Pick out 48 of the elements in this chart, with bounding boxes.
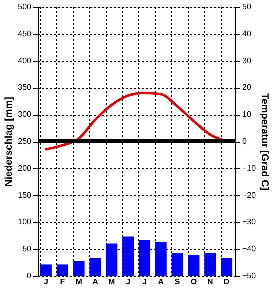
x-tick-label: F <box>60 278 66 286</box>
y-tick-label: 0 <box>27 272 32 280</box>
bar <box>221 258 233 276</box>
x-tick-label: O <box>190 278 198 286</box>
x-tick-label: S <box>174 278 181 286</box>
x-tick-label: D <box>224 278 230 286</box>
x-tick-label: M <box>76 278 83 286</box>
y2-tick-label: 40 <box>242 29 252 38</box>
bar <box>122 236 134 276</box>
bar <box>138 240 150 276</box>
bar <box>106 244 118 276</box>
y-axis-title: Niederschlag [mm] <box>4 96 16 188</box>
bar <box>90 258 102 276</box>
y-tick-label: 150 <box>18 190 32 200</box>
x-tick-label: A <box>92 278 99 286</box>
y2-tick-label: 50 <box>242 2 252 12</box>
y-tick-label: 400 <box>18 56 32 66</box>
y2-tick-label: 30 <box>242 56 252 66</box>
y2-tick-label: −40 <box>242 244 257 254</box>
y2-tick-label: −50 <box>242 272 257 280</box>
y-tick-label: 500 <box>18 2 32 12</box>
bar <box>188 255 200 276</box>
bar <box>204 253 216 276</box>
y2-tick-label: 20 <box>242 83 252 92</box>
y2-tick-label: −30 <box>242 218 257 227</box>
y-tick-label: 250 <box>18 137 32 146</box>
y2-tick-label: −10 <box>242 164 257 173</box>
x-tick-label: J <box>44 278 48 286</box>
y-tick-label: 50 <box>22 244 32 254</box>
bar <box>172 253 184 276</box>
y-tick-label: 350 <box>18 83 32 92</box>
x-tick-label: M <box>108 278 116 286</box>
y-tick-label: 200 <box>18 164 32 173</box>
x-tick-label: J <box>142 278 147 286</box>
bar <box>40 264 52 276</box>
y2-tick-label: 0 <box>242 137 248 146</box>
y-tick-label: 300 <box>18 110 32 120</box>
x-tick-label: N <box>207 278 214 286</box>
y2-tick-label: −20 <box>242 190 257 200</box>
x-tick-label: J <box>126 278 131 286</box>
bar <box>56 264 68 276</box>
y-tick-label: 450 <box>18 29 32 38</box>
bar <box>73 261 85 276</box>
bar <box>155 242 167 276</box>
y-tick-label: 100 <box>18 218 32 227</box>
y2-axis-title: Temperatur [Grad C] <box>259 93 270 191</box>
y2-tick-label: 10 <box>242 110 252 120</box>
x-tick-label: A <box>158 278 164 286</box>
